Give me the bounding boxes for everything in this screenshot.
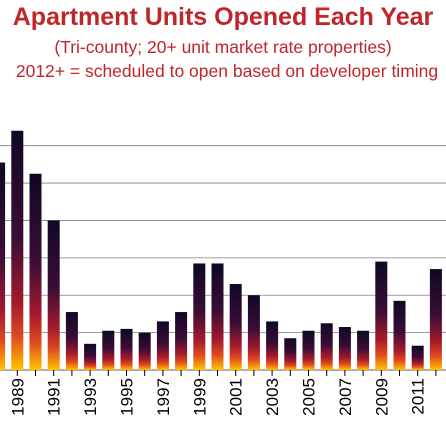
- bar-1988: [0, 162, 6, 370]
- bar-2001: [229, 284, 242, 370]
- bar-1998: [175, 312, 188, 370]
- chart-title: Apartment Units Opened Each Year: [12, 3, 434, 31]
- x-tick-label-1991: 1991: [45, 378, 64, 416]
- bar-1992: [65, 312, 78, 370]
- bar-2004: [284, 338, 297, 370]
- x-tick-label-1997: 1997: [154, 378, 173, 416]
- x-tick-label-1995: 1995: [118, 378, 137, 416]
- x-tick-label-2005: 2005: [300, 378, 319, 416]
- bar-1996: [138, 332, 151, 370]
- bar-2005: [302, 330, 315, 370]
- bar-1999: [193, 263, 206, 370]
- bar-1990: [29, 173, 42, 370]
- bar-1997: [156, 321, 169, 370]
- x-tick-label-1989: 1989: [8, 378, 27, 416]
- x-tick-label-2007: 2007: [336, 378, 355, 416]
- bar-2008: [357, 330, 370, 370]
- bar-1991: [47, 220, 60, 370]
- bar-2011: [411, 345, 424, 370]
- bar-2002: [247, 295, 260, 370]
- bar-2012: [429, 269, 442, 370]
- bar-1994: [102, 330, 115, 370]
- chart-subtitle: (Tri-county; 20+ unit market rate proper…: [54, 37, 392, 57]
- x-tick-label-1999: 1999: [190, 378, 209, 416]
- bar-2010: [393, 300, 406, 370]
- x-tick-label-2009: 2009: [372, 378, 391, 416]
- bar-2006: [320, 323, 333, 370]
- bar-2007: [338, 327, 351, 370]
- x-tick-label-1993: 1993: [81, 378, 100, 416]
- x-tick-label-2001: 2001: [227, 378, 246, 416]
- x-tick-labels: 1989 1991 1993 1995 1997 1999 2001 2003 2005 2007…: [8, 370, 437, 416]
- bar-2003: [266, 321, 279, 370]
- x-tick-label-2011: 2011: [409, 378, 428, 415]
- bar-2000: [211, 263, 224, 370]
- bars-group: [0, 130, 442, 370]
- x-tick-label-2003: 2003: [263, 378, 282, 416]
- chart-note: 2012+ = scheduled to open based on devel…: [15, 61, 439, 81]
- bar-2009: [375, 261, 388, 370]
- bar-1989: [11, 130, 24, 370]
- bar-1995: [120, 328, 133, 370]
- bar-1993: [84, 343, 97, 370]
